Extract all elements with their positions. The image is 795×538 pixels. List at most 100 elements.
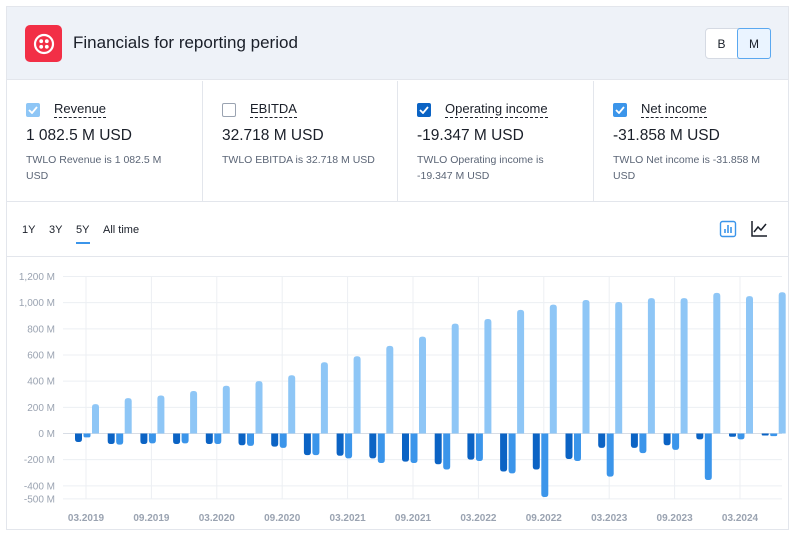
bar-operating-income — [303, 433, 311, 456]
bar-operating-income — [107, 433, 115, 444]
y-tick-label: 1,000 M — [19, 298, 55, 309]
period-tab-1y[interactable]: 1Y — [22, 224, 36, 236]
x-tick-label: 09.2023 — [657, 513, 694, 524]
bar-revenue — [746, 296, 753, 434]
page-title: Financials for reporting period — [73, 33, 298, 52]
financials-bar-chart: 1,200 M 1,000 M 800 M 600 M 400 M 200 M 0 M -20… — [7, 258, 795, 530]
line-chart-icon[interactable] — [750, 220, 768, 238]
y-tick-label: -500 M — [24, 494, 55, 505]
metric-value: -19.347 M USD — [417, 127, 524, 144]
bar-net-income — [116, 433, 124, 445]
bar-chart-icon[interactable] — [719, 220, 737, 238]
metric-description: TWLO EBITDA is 32.718 M USD — [222, 154, 375, 166]
metric-ebitda-toggle[interactable]: EBITDA — [222, 101, 297, 118]
metric-label: Net income — [641, 101, 707, 118]
bar-revenue — [615, 302, 623, 434]
checkbox-operating-income[interactable] — [417, 102, 431, 117]
metric-net-income: Net income -31.858 M USD TWLO Net income… — [594, 81, 788, 202]
bar-revenue — [451, 323, 459, 434]
bar-net-income — [410, 433, 418, 463]
twilio-logo-icon — [25, 25, 62, 62]
bar-revenue — [222, 385, 230, 434]
x-tick-label: 03.2019 — [68, 513, 105, 524]
x-tick-label: 03.2020 — [199, 513, 236, 524]
bar-revenue — [484, 319, 492, 434]
x-tick-label: 03.2024 — [722, 513, 759, 524]
bar-revenue — [647, 298, 655, 434]
metric-operating-income: Operating income -19.347 M USD TWLO Oper… — [398, 81, 594, 202]
bar-operating-income — [729, 433, 736, 437]
y-tick-label: -400 M — [24, 481, 55, 492]
bar-operating-income — [532, 433, 540, 470]
bar-net-income — [377, 433, 385, 463]
metric-ebitda: EBITDA 32.718 M USD TWLO EBITDA is 32.71… — [203, 81, 398, 202]
x-tick-label: 09.2021 — [395, 513, 432, 524]
metric-label: Revenue — [54, 101, 107, 118]
bar-revenue — [320, 362, 328, 434]
bar-operating-income — [271, 433, 279, 447]
checkbox-ebitda[interactable] — [222, 102, 236, 117]
bar-operating-income — [630, 433, 638, 448]
bar-operating-income — [402, 433, 409, 462]
metric-description: TWLO Revenue is 1 082.5 M USD — [26, 154, 162, 182]
bar-net-income — [312, 433, 320, 456]
x-tick-label: 03.2022 — [460, 513, 497, 524]
bar-net-income — [672, 433, 680, 450]
bar-revenue — [157, 395, 165, 434]
metric-label: EBITDA — [250, 101, 297, 118]
period-tab-all-time[interactable]: All time — [103, 224, 140, 236]
bar-operating-income — [663, 433, 671, 446]
checkbox-revenue[interactable] — [26, 102, 40, 117]
bar-operating-income — [75, 433, 82, 443]
bar-revenue — [549, 304, 557, 434]
period-tab-5y[interactable]: 5Y — [76, 224, 90, 236]
bar-net-income — [475, 433, 483, 461]
bar-net-income — [148, 433, 156, 444]
bar-net-income — [443, 433, 451, 470]
bar-operating-income — [238, 433, 246, 446]
bar-net-income — [247, 433, 254, 446]
metric-revenue: Revenue 1 082.5 M USD TWLO Revenue is 1 … — [7, 81, 203, 202]
chart-svg: 1,200 M 1,000 M 800 M 600 M 400 M 200 M 0 M -20… — [19, 272, 795, 524]
scale-toggle: B M — [705, 28, 771, 59]
bar-operating-income — [500, 433, 508, 472]
metric-operating-income-toggle[interactable]: Operating income — [417, 101, 548, 118]
metric-net-income-toggle[interactable]: Net income — [613, 101, 707, 118]
period-tab-3y[interactable]: 3Y — [49, 224, 63, 236]
metric-value: 32.718 M USD — [222, 127, 324, 144]
bar-net-income — [508, 433, 516, 474]
metric-value: 1 082.5 M USD — [26, 127, 132, 144]
bar-revenue — [419, 336, 426, 434]
metric-revenue-toggle[interactable]: Revenue — [26, 101, 107, 118]
bar-operating-income — [173, 433, 181, 444]
financials-card: Financials for reporting period B M Reve… — [6, 6, 795, 530]
bar-revenue — [288, 375, 296, 434]
y-tick-label: 800 M — [27, 324, 55, 335]
scale-millions-button[interactable]: M — [737, 28, 771, 59]
bar-operating-income — [467, 433, 475, 460]
y-tick-label: 200 M — [27, 403, 55, 414]
bar-net-income — [639, 433, 647, 454]
x-tick-label: 09.2022 — [526, 513, 563, 524]
bar-operating-income — [140, 433, 148, 444]
y-tick-label: 400 M — [27, 377, 55, 388]
active-period-indicator — [76, 242, 90, 244]
checkbox-net-income[interactable] — [613, 102, 627, 117]
bar-revenue — [517, 309, 525, 434]
bar-net-income — [574, 433, 581, 461]
bar-revenue — [778, 292, 786, 434]
scale-billions-button[interactable]: B — [717, 36, 726, 51]
bar-revenue — [680, 298, 688, 434]
bar-operating-income — [336, 433, 344, 456]
bar-net-income — [181, 433, 189, 444]
bar-revenue — [190, 390, 198, 434]
y-tick-label: 1,200 M — [19, 272, 55, 283]
metrics-row: Revenue 1 082.5 M USD TWLO Revenue is 1 … — [7, 81, 788, 202]
bar-revenue — [92, 404, 99, 434]
bar-net-income — [279, 433, 287, 448]
y-tick-label: 0 M — [38, 429, 55, 440]
bar-revenue — [124, 398, 132, 434]
x-tick-label: 09.2020 — [264, 513, 301, 524]
y-tick-label: -200 M — [24, 455, 55, 466]
bar-revenue — [582, 300, 590, 434]
